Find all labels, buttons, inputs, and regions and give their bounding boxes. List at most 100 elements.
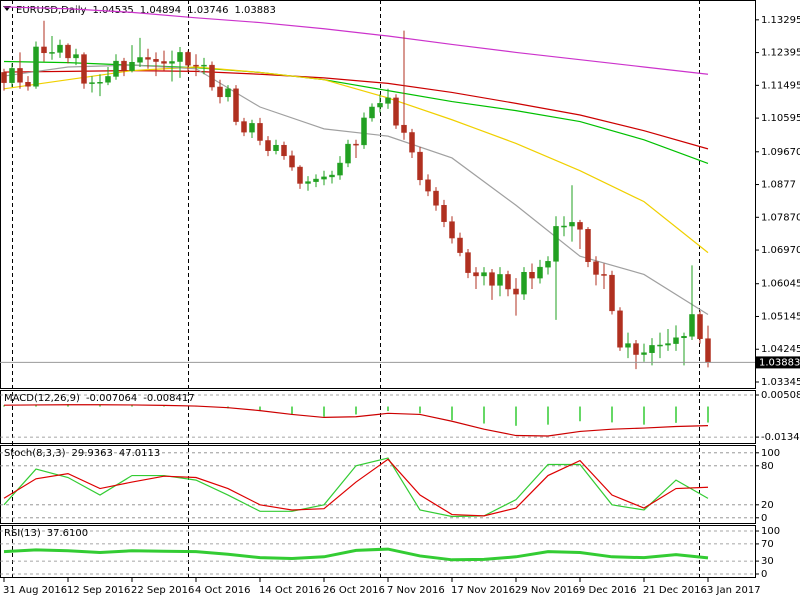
- histogram-bar: [515, 406, 517, 426]
- candle-body: [529, 272, 535, 279]
- candle-body: [473, 272, 479, 277]
- candle-body: [377, 103, 383, 108]
- candle-body: [545, 261, 551, 268]
- candle-body: [161, 61, 167, 64]
- indicator-header: Stoch(8,3,3) 29.9363 47.0113: [4, 448, 160, 459]
- histogram-bar: [419, 406, 421, 414]
- y-tick-label: 1.03345: [761, 377, 800, 388]
- y-tick-label: 1.04245: [761, 344, 800, 355]
- candle-body: [73, 54, 79, 59]
- candle-body: [393, 97, 399, 126]
- candle-body: [633, 343, 639, 355]
- candle-body: [113, 60, 119, 77]
- indicator-line: [3, 458, 709, 517]
- candle-body: [425, 179, 431, 192]
- y-tick-label: 1.0877: [761, 180, 796, 191]
- header-open: 1.04535: [92, 5, 133, 16]
- macd-panel: [0, 390, 756, 444]
- candle-body: [665, 343, 671, 346]
- candle-body: [617, 310, 623, 348]
- candle-body: [481, 272, 487, 277]
- candle-body: [313, 178, 319, 182]
- candle-body: [657, 344, 663, 347]
- histogram-bar: [355, 406, 357, 415]
- y-tick-label: 1.13295: [761, 15, 800, 26]
- indicator-header: MACD(12,26,9) -0.007064 -0.008417: [4, 393, 195, 404]
- candle-body: [121, 60, 127, 71]
- header-low: 1.03746: [187, 5, 228, 16]
- candle-body: [249, 123, 255, 133]
- y-tick-label: 100: [761, 448, 780, 459]
- x-tick-label: 26 Oct 2016: [323, 585, 385, 596]
- candle-body: [89, 82, 95, 84]
- candle-body: [569, 222, 575, 227]
- histogram-bar: [611, 406, 613, 423]
- candle-body: [625, 343, 631, 348]
- candle-body: [513, 288, 519, 295]
- candle-body: [81, 54, 87, 84]
- candle-body: [57, 44, 63, 53]
- x-tick-label: 31 Aug 2016: [3, 585, 67, 596]
- candle-body: [465, 252, 471, 273]
- price-panel: [0, 0, 756, 389]
- histogram-bar: [35, 404, 37, 407]
- histogram-bar: [675, 406, 677, 423]
- y-tick-label: 80: [761, 461, 774, 472]
- candle-body: [409, 132, 415, 153]
- candle-body: [345, 143, 351, 164]
- candle-body: [689, 314, 695, 337]
- candle-body: [97, 82, 103, 84]
- candle-body: [17, 68, 23, 83]
- moving-average: [3, 6, 709, 75]
- candle-body: [257, 123, 263, 141]
- indicator-value: -0.008417: [143, 393, 194, 404]
- symbol: EURUSD,Daily: [16, 5, 87, 16]
- histogram-bar: [67, 404, 69, 407]
- indicator-line: [3, 547, 709, 562]
- candle-body: [609, 274, 615, 312]
- candle-body: [289, 155, 295, 168]
- y-tick-label: 1.07870: [761, 212, 800, 223]
- candle-body: [49, 52, 55, 54]
- y-tick-label: 1.06045: [761, 279, 800, 290]
- candle-body: [353, 143, 359, 146]
- x-tick-label: 12 Sep 2016: [67, 585, 130, 596]
- candle-body: [177, 52, 183, 62]
- histogram-bar: [643, 406, 645, 425]
- candle-body: [169, 61, 175, 64]
- candle-body: [401, 124, 407, 133]
- x-tick-label: 4 Oct 2016: [195, 585, 250, 596]
- histogram-bar: [291, 406, 293, 415]
- indicator-value: 37.6100: [47, 528, 88, 539]
- header-close: 1.03883: [235, 5, 276, 16]
- y-tick-label: 1.09670: [761, 147, 800, 158]
- candle-body: [497, 274, 503, 286]
- candle-body: [233, 88, 239, 122]
- candle-body: [273, 144, 279, 151]
- y-tick-label: 1.12395: [761, 48, 800, 59]
- candle-body: [361, 117, 367, 146]
- chart-header: EURUSD,Daily 1.04535 1.04894 1.03746 1.03883: [16, 5, 276, 16]
- histogram-bar: [707, 406, 709, 423]
- y-tick-label: 70: [761, 539, 774, 550]
- histogram-bar: [387, 406, 389, 412]
- y-tick-label: 1.06970: [761, 245, 800, 256]
- x-tick-label: 17 Nov 2016: [451, 585, 515, 596]
- y-tick-label: 0: [761, 569, 767, 580]
- y-tick-label: 1.05145: [761, 311, 800, 322]
- candle-body: [129, 61, 135, 71]
- candle-body: [305, 181, 311, 184]
- candle-body: [577, 222, 583, 230]
- header-high: 1.04894: [140, 5, 181, 16]
- candle-body: [65, 44, 71, 59]
- y-tick-label: 0.005088: [761, 390, 800, 401]
- candle-body: [553, 226, 559, 262]
- candle-body: [521, 272, 527, 295]
- indicator-header: RSI(13) 37.6100: [4, 528, 88, 539]
- histogram-bar: [483, 406, 485, 424]
- candle-body: [585, 229, 591, 262]
- candle-body: [561, 225, 567, 228]
- candle-body: [137, 57, 143, 63]
- histogram-bar: [3, 405, 5, 407]
